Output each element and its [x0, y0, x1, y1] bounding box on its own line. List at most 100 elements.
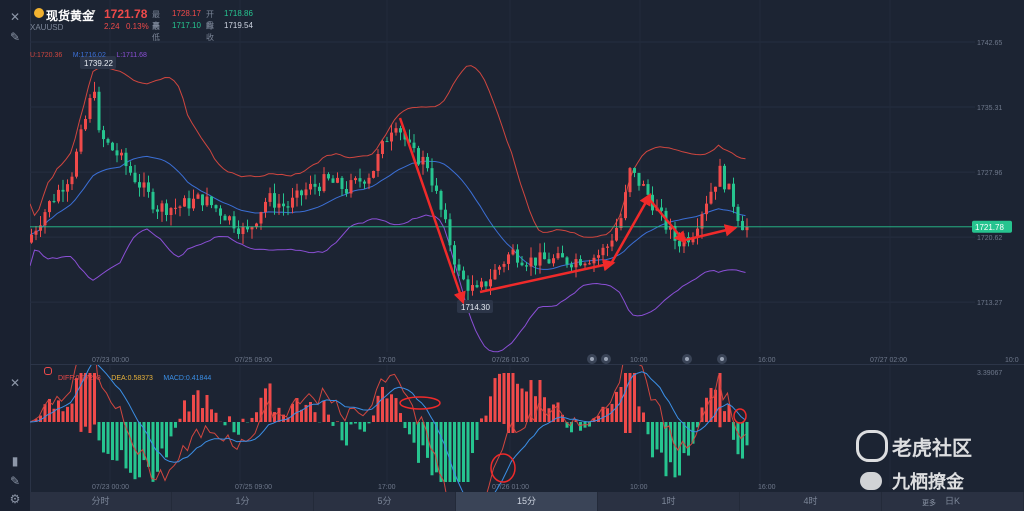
period-tab[interactable]: 4时	[740, 492, 882, 511]
candle	[165, 199, 168, 222]
scroll-dot[interactable]	[587, 354, 597, 364]
annotation-arrow	[479, 259, 616, 294]
scroll-dot[interactable]	[682, 354, 692, 364]
period-tab[interactable]: 分时	[30, 492, 172, 511]
time-axis-tick: 07/25 09:00	[235, 357, 272, 364]
macd-bar	[624, 373, 627, 433]
candle	[493, 263, 497, 280]
period-tab[interactable]: 5分	[314, 492, 456, 511]
macd-bar	[115, 422, 119, 461]
macd-chart[interactable]: 3.39067 07/23 00:00 07/25 09:00 17:00 07/26 …	[30, 364, 1024, 493]
candle	[291, 187, 294, 214]
macd-bar	[691, 422, 695, 444]
macd-bar	[349, 422, 353, 425]
pencil-icon[interactable]: ✎	[9, 30, 21, 44]
sub-time-axis-tick: 17:00	[378, 484, 396, 491]
macd-bar	[34, 419, 38, 422]
candle	[322, 167, 326, 193]
candle	[34, 225, 38, 241]
candle	[102, 125, 105, 148]
sub-time-axis-tick: 16:00	[758, 484, 776, 491]
scroll-dot[interactable]	[717, 354, 727, 364]
macd-bar	[61, 411, 65, 422]
macd-bar	[619, 386, 623, 422]
macd-bar	[286, 417, 290, 422]
macd-bar	[187, 411, 191, 422]
macd-bar	[183, 400, 186, 422]
current-price-tag	[972, 220, 1012, 233]
period-tab[interactable]: 1时	[598, 492, 740, 511]
macd-bar	[471, 422, 474, 454]
candle	[372, 170, 375, 179]
macd-bar	[705, 397, 708, 422]
candle	[669, 218, 672, 239]
candle	[538, 243, 542, 274]
macd-bar	[718, 373, 722, 428]
candle	[61, 179, 65, 202]
macd-bar	[646, 422, 650, 435]
candle	[367, 173, 371, 190]
macd-bar	[394, 398, 398, 422]
more-label[interactable]: 更多	[922, 500, 936, 507]
close-icon[interactable]: ✕	[9, 10, 21, 24]
macd-bar	[84, 373, 87, 427]
period-tab-active[interactable]: 15分	[456, 492, 598, 511]
watermark: 老虎社区 九栖撩金 更多	[856, 428, 1016, 508]
candle	[79, 124, 83, 155]
candle	[399, 125, 402, 141]
macd-bar	[687, 422, 690, 456]
macd-bar	[57, 400, 60, 422]
macd-bar	[367, 422, 371, 424]
candle	[619, 213, 623, 231]
close-icon[interactable]: ✕	[9, 376, 21, 390]
watermark-community: 老虎社区	[892, 438, 972, 460]
candle	[241, 222, 245, 244]
macd-bar	[430, 422, 434, 476]
candle	[174, 198, 177, 215]
macd-bar	[345, 422, 348, 446]
candle	[417, 145, 420, 166]
annotation-circle	[490, 453, 516, 483]
time-axis-tick: 07/23 00:00	[92, 357, 129, 364]
macd-bar	[408, 422, 411, 435]
macd-bar	[610, 403, 614, 422]
main-chart[interactable]: 1742.65 1735.31 1727.96 1720.62 1713.27 07/23…	[30, 0, 1024, 364]
candle	[201, 194, 204, 212]
macd-bar	[417, 422, 420, 463]
annotation-arrow	[649, 199, 687, 244]
bollinger-middle: M:1716.02	[72, 52, 106, 59]
macd-settings-icon[interactable]	[44, 367, 52, 375]
candle	[723, 163, 726, 193]
bollinger-lower: L:1711.68	[116, 52, 147, 59]
candle	[192, 189, 195, 211]
macd-bar	[426, 422, 429, 458]
macd-bar	[201, 408, 204, 422]
candle	[624, 184, 627, 221]
candle	[574, 253, 578, 278]
candle	[561, 245, 564, 258]
macd-bar	[534, 396, 537, 422]
candle	[426, 153, 429, 172]
macd-bar	[547, 408, 551, 422]
candle	[637, 172, 641, 191]
macd-bar	[552, 404, 555, 422]
current-price-tag-text: 1721.78	[975, 223, 1004, 232]
scroll-dot[interactable]	[601, 354, 611, 364]
caret-down-icon[interactable]: ▼	[90, 9, 97, 16]
time-axis-tick: 07/27 02:00	[870, 357, 907, 364]
pencil-icon[interactable]: ✎	[9, 474, 21, 488]
macd-bar	[43, 404, 47, 422]
candle	[52, 193, 56, 204]
settings-icon[interactable]: ⚙	[9, 492, 21, 506]
candle	[520, 256, 524, 267]
macd-bar	[66, 406, 69, 422]
indicator-icon[interactable]: ▮	[11, 454, 19, 468]
annotation-arrow	[684, 224, 738, 242]
instrument-name[interactable]: 现货黄金	[46, 9, 95, 23]
high-marker-text: 1739.22	[84, 59, 113, 68]
macd-bar	[309, 402, 312, 422]
period-tab[interactable]: 1分	[172, 492, 314, 511]
watermark-author: 九栖撩金	[892, 472, 964, 492]
macd-bar	[133, 422, 137, 480]
candle	[210, 196, 213, 209]
